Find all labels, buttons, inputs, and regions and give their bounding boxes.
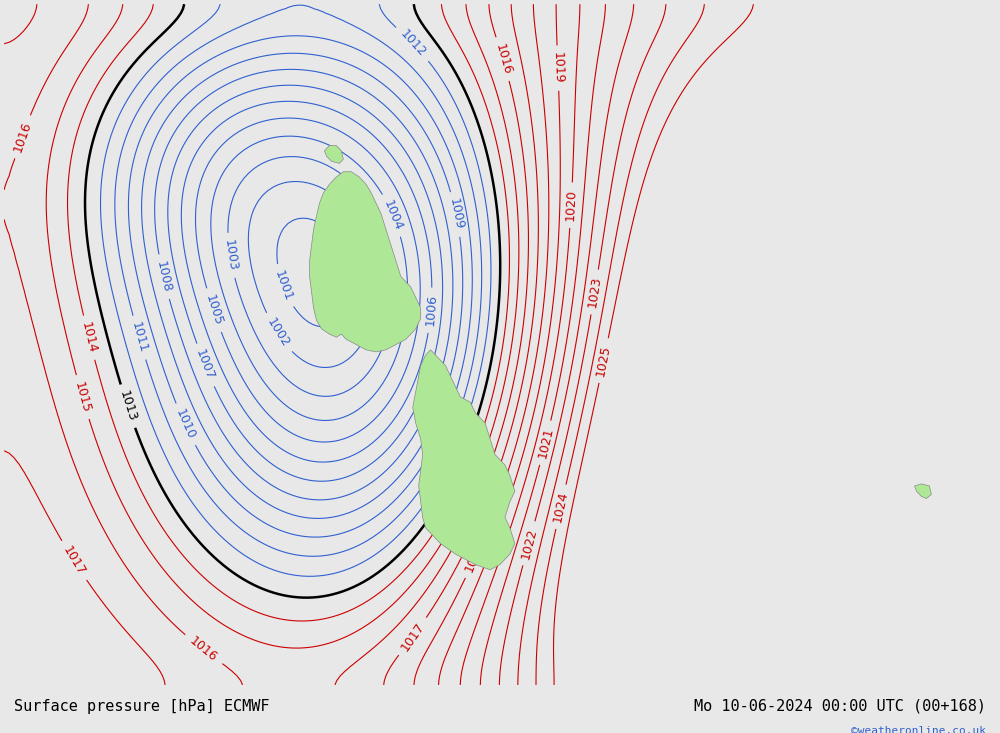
Text: 1022: 1022 bbox=[519, 526, 539, 560]
Text: 1015: 1015 bbox=[72, 380, 93, 414]
Text: 1005: 1005 bbox=[203, 293, 224, 328]
Text: 1016: 1016 bbox=[492, 42, 513, 76]
Text: 1020: 1020 bbox=[564, 189, 578, 221]
Text: 1016: 1016 bbox=[187, 635, 220, 665]
Polygon shape bbox=[915, 484, 931, 498]
Text: 1023: 1023 bbox=[586, 276, 604, 309]
Text: 1010: 1010 bbox=[173, 408, 197, 442]
Text: 1006: 1006 bbox=[423, 294, 439, 327]
Text: 1003: 1003 bbox=[221, 239, 239, 272]
Polygon shape bbox=[413, 350, 515, 570]
Text: ©weatheronline.co.uk: ©weatheronline.co.uk bbox=[851, 726, 986, 733]
Text: 1016: 1016 bbox=[11, 119, 33, 154]
Text: 1017: 1017 bbox=[60, 544, 88, 578]
Text: Surface pressure [hPa] ECMWF: Surface pressure [hPa] ECMWF bbox=[14, 699, 270, 714]
Text: 1001: 1001 bbox=[272, 269, 295, 303]
Text: 1009: 1009 bbox=[447, 197, 465, 231]
Text: 1004: 1004 bbox=[381, 198, 405, 232]
Text: 1024: 1024 bbox=[551, 490, 571, 523]
Text: 1018: 1018 bbox=[463, 540, 487, 574]
Polygon shape bbox=[310, 172, 421, 352]
Text: 1011: 1011 bbox=[129, 321, 150, 355]
Text: 1002: 1002 bbox=[264, 316, 291, 350]
Text: 1021: 1021 bbox=[535, 426, 555, 460]
Text: 1012: 1012 bbox=[397, 28, 428, 60]
Text: 1019: 1019 bbox=[551, 52, 565, 84]
Text: 1007: 1007 bbox=[193, 348, 217, 383]
Text: 1008: 1008 bbox=[154, 260, 173, 294]
Text: 1017: 1017 bbox=[398, 620, 427, 653]
Text: 1013: 1013 bbox=[117, 389, 139, 423]
Text: 1014: 1014 bbox=[79, 321, 99, 355]
Text: Mo 10-06-2024 00:00 UTC (00+168): Mo 10-06-2024 00:00 UTC (00+168) bbox=[694, 699, 986, 714]
Text: 1025: 1025 bbox=[594, 344, 613, 377]
Polygon shape bbox=[324, 146, 343, 163]
